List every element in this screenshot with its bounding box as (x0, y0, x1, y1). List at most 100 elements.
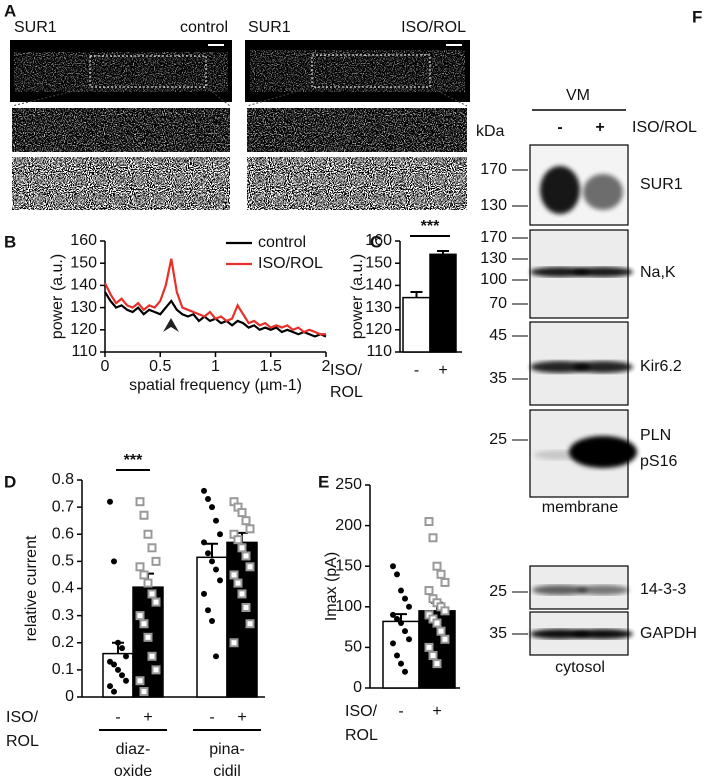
panel-label: B (4, 232, 16, 251)
binary-image (11, 156, 231, 211)
data-point (107, 683, 113, 690)
data-point (151, 556, 161, 566)
marker-label: 35 (489, 370, 507, 387)
x-axis-label: ROL (345, 727, 378, 744)
data-point (233, 578, 243, 588)
x-tick-label: 1 (211, 358, 220, 375)
data-point (147, 589, 157, 599)
data-point (201, 539, 207, 546)
error-bar (206, 542, 218, 558)
data-point (440, 634, 450, 644)
legend-label: control (258, 234, 306, 251)
data-point (115, 639, 121, 646)
data-point (394, 652, 400, 659)
data-point (119, 672, 125, 679)
x-tick-label: - (115, 709, 120, 726)
x-tick-label: 1.5 (260, 358, 282, 375)
y-axis-label: power (a.u.) (49, 254, 66, 339)
y-tick-label: 130 (365, 299, 392, 316)
data-point (107, 498, 113, 505)
blot-label: pS16 (640, 453, 677, 470)
x-tick-label: + (432, 703, 441, 720)
data-point (135, 676, 145, 686)
group-label: diaz- (116, 741, 151, 758)
data-point (436, 626, 446, 636)
data-point (402, 595, 408, 602)
panel-a: A SUR1 control SUR1 ISO/ROL (4, 1, 470, 211)
bar (402, 296, 431, 353)
x-tick-label: - (398, 703, 403, 720)
zoom-image (12, 108, 230, 152)
group-label: pina- (209, 741, 245, 758)
zoom-line (429, 86, 468, 107)
data-point (241, 602, 251, 612)
data-point (147, 651, 157, 661)
blot-label: 14-3-3 (640, 581, 686, 598)
data-point (424, 517, 434, 527)
group-label: oxide (114, 763, 152, 780)
data-point (111, 688, 117, 695)
data-point (123, 653, 129, 660)
zoom-box (89, 55, 207, 88)
x-axis-label: ISO/ (330, 362, 363, 379)
bar (196, 556, 228, 698)
y-tick-label: 0.7 (52, 498, 74, 515)
y-tick-label: 120 (70, 321, 97, 338)
lane-label: - (557, 119, 562, 136)
data-point (135, 611, 145, 621)
blot-label: PLN (640, 427, 671, 444)
data-point (241, 516, 251, 526)
x-axis-label: ISO/ (6, 709, 39, 726)
marker-label: 130 (480, 197, 507, 214)
y-tick-label: 140 (70, 277, 97, 294)
data-point (394, 571, 400, 578)
marker-label: 170 (480, 229, 507, 246)
data-point (143, 529, 153, 539)
data-point (245, 524, 255, 534)
lane-title: ISO/ROL (632, 119, 697, 136)
significance: *** (421, 218, 440, 235)
image-label: SUR1 (14, 19, 57, 36)
blot-label: Kir6.2 (640, 358, 682, 375)
band (577, 585, 629, 595)
data-point (139, 510, 149, 520)
data-point (217, 531, 223, 538)
image-label: control (180, 19, 228, 36)
data-point (436, 569, 446, 579)
band (573, 629, 633, 639)
data-point (406, 636, 412, 643)
y-tick-label: 110 (71, 343, 97, 360)
image-label: ISO/ROL (401, 19, 466, 36)
data-point (390, 611, 396, 618)
data-point (398, 620, 404, 627)
blot-header: VM (566, 87, 590, 104)
data-point (135, 497, 145, 507)
marker-label: 70 (489, 295, 507, 312)
data-point (139, 687, 149, 697)
marker-label: 25 (489, 583, 507, 600)
x-tick-label: - (414, 362, 419, 379)
x-axis-label: ROL (6, 733, 39, 750)
data-point (390, 640, 396, 647)
zoom-line (246, 86, 313, 107)
band (573, 361, 633, 373)
band (583, 174, 623, 210)
band (569, 436, 637, 468)
panel-label: E (318, 472, 329, 491)
x-axis-label: ISO/ (345, 703, 378, 720)
band (530, 629, 590, 639)
error-bar (410, 291, 423, 298)
data-point (432, 659, 442, 669)
x-tick-label: 2 (322, 358, 331, 375)
y-tick-label: 0.1 (52, 661, 74, 678)
y-tick-label: 150 (335, 557, 362, 574)
y-tick-label: 130 (70, 299, 97, 316)
data-point (143, 578, 153, 588)
band (540, 166, 580, 214)
data-point (205, 607, 211, 614)
y-tick-label: 120 (365, 321, 392, 338)
data-point (119, 645, 125, 652)
data-point (213, 653, 219, 660)
data-point (241, 551, 251, 561)
